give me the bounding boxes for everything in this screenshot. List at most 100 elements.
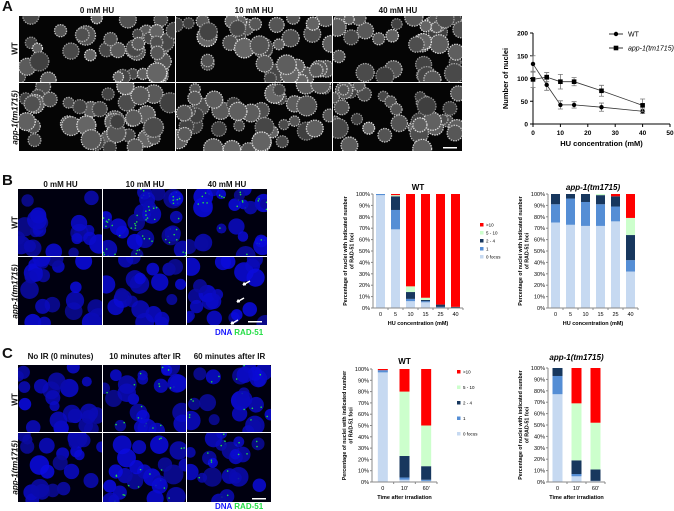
rad51-focus — [212, 189, 213, 190]
rad51-focus — [169, 387, 172, 389]
nucleus — [429, 34, 450, 55]
nucleus — [216, 189, 227, 200]
y-tick-label: 20% — [359, 283, 370, 289]
nucleus — [177, 126, 193, 142]
rad51-focus — [241, 199, 244, 202]
nucleus — [187, 239, 197, 255]
nucleus — [187, 257, 201, 276]
nucleus — [130, 248, 144, 256]
nucleus — [164, 225, 181, 242]
nucleus — [70, 214, 88, 232]
nucleus — [161, 365, 173, 376]
nucleus — [236, 366, 253, 383]
nucleus — [107, 298, 124, 316]
nucleus — [356, 86, 372, 102]
nucleus — [151, 273, 169, 291]
legend-swatch — [480, 239, 484, 243]
nucleus — [24, 313, 42, 325]
nucleus — [235, 246, 256, 256]
nucleus — [115, 288, 129, 302]
nucleus — [126, 138, 144, 151]
nucleus — [151, 477, 168, 494]
nucleus — [187, 311, 194, 323]
y-tick-label: 70% — [359, 226, 370, 232]
nucleus — [25, 420, 41, 432]
legend-label: 0 focus — [463, 432, 478, 437]
bar-segment-1 — [551, 204, 560, 223]
rad51-focus — [235, 378, 238, 380]
nucleus — [131, 300, 150, 319]
nucleus — [56, 481, 71, 496]
bar-segment--10 — [421, 194, 430, 298]
b-stain-rad51: RAD-51 — [234, 328, 264, 337]
nucleus — [23, 239, 36, 253]
nucleus — [214, 257, 232, 271]
nucleus — [259, 198, 267, 209]
rad51-focus — [140, 189, 142, 191]
x-tick-label: 0 — [531, 130, 535, 137]
nucleus — [362, 121, 376, 135]
y-tick-label: 70% — [358, 401, 369, 407]
nucleus — [130, 85, 150, 106]
rad51-focus — [188, 414, 191, 416]
bar-segment-0-focus — [421, 480, 432, 482]
rad51-focus — [137, 417, 140, 419]
nucleus — [255, 54, 274, 73]
nucleus — [103, 275, 116, 294]
rad51-focus — [218, 375, 220, 378]
nucleus — [308, 62, 324, 78]
nucleus — [62, 96, 75, 109]
nucleus — [159, 92, 175, 114]
bar-segment-1 — [421, 479, 432, 481]
rad51-focus — [140, 255, 142, 256]
bar-segment--10 — [421, 369, 432, 426]
rad51-focus — [249, 184, 251, 186]
nucleus — [29, 455, 50, 475]
nucleus — [21, 194, 34, 207]
nucleus — [81, 376, 92, 387]
micrograph-b-0-2 — [187, 184, 267, 256]
legend-label: 5 - 10 — [486, 231, 498, 236]
rad51-focus — [183, 447, 185, 449]
legend-swatch — [457, 401, 461, 405]
micrograph-c-1-2 — [187, 433, 271, 502]
rad51-focus — [106, 391, 108, 394]
rad51-focus — [239, 193, 242, 196]
nucleus — [272, 38, 285, 51]
b-col-title-0: 0 mM HU — [43, 180, 78, 189]
rad51-focus — [152, 427, 154, 429]
nucleus — [109, 41, 127, 59]
bar-segment-5-10 — [391, 195, 400, 197]
nucleus — [333, 117, 349, 139]
nucleus — [210, 120, 227, 137]
nucleus — [305, 119, 324, 138]
rad51-focus — [158, 383, 160, 385]
bar-segment-1 — [571, 474, 582, 477]
bar-segment-1 — [566, 198, 575, 225]
y-tick-label: 80% — [359, 215, 370, 221]
rad51-focus — [260, 406, 262, 408]
nucleus — [333, 91, 341, 104]
nucleus — [404, 16, 424, 27]
nucleus — [251, 437, 265, 451]
micrograph-b-0-1 — [103, 189, 186, 256]
nucleus — [176, 104, 193, 122]
y-tick-label: 0% — [537, 480, 545, 486]
bar-segment-2-4 — [436, 304, 445, 307]
rad51-focus — [266, 415, 268, 418]
nucleus — [45, 257, 64, 267]
nucleus — [109, 218, 127, 236]
micrograph-c-0-1 — [103, 365, 186, 432]
scale-bar-a — [443, 147, 457, 149]
bar-segment-5-10 — [406, 286, 415, 293]
rad51-focus — [105, 225, 107, 228]
nucleus — [146, 62, 168, 82]
nucleus — [70, 281, 82, 294]
nucleus — [233, 189, 246, 201]
y-tick-label: 100 — [517, 76, 528, 83]
nucleus — [253, 236, 267, 256]
nucleus — [42, 91, 58, 108]
a-col-title-0: 0 mM HU — [79, 6, 115, 15]
rad51-focus — [103, 251, 105, 254]
y-tick-label: 10% — [359, 295, 370, 301]
